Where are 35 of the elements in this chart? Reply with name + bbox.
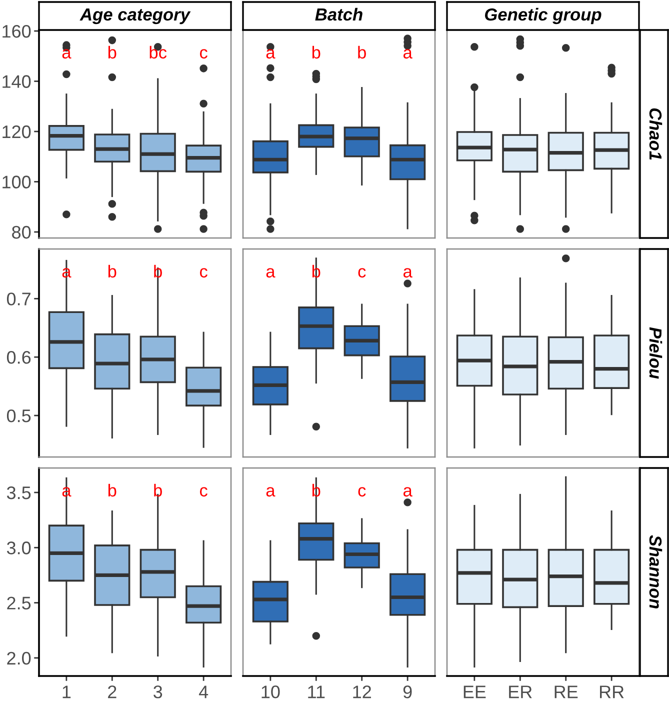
annotation: a xyxy=(403,487,412,497)
x-tick-label: 12 xyxy=(353,686,371,698)
x-tick-label: 10 xyxy=(262,686,280,698)
y-tick-label: 3.5 xyxy=(6,486,31,500)
y-tick-label: 0.5 xyxy=(6,409,31,422)
y-tick-label: 100 xyxy=(2,176,31,188)
annotation: a xyxy=(403,268,412,278)
chart-title: Batch xyxy=(315,8,362,21)
x-tick-label: RR xyxy=(600,686,624,698)
annotation: a xyxy=(266,487,276,497)
y-tick-label: 2.0 xyxy=(7,652,31,665)
annotation: a xyxy=(403,49,412,59)
y-axis-title: Chao1 xyxy=(649,108,662,160)
annotation: b xyxy=(358,46,366,59)
x-tick-label: RE xyxy=(554,686,578,698)
annotation: c xyxy=(358,487,366,497)
annotation: a xyxy=(266,268,276,278)
y-axis-title: Shannon xyxy=(649,535,662,608)
annotation: c xyxy=(358,268,366,278)
y-tick-label: 0.6 xyxy=(6,351,31,364)
y-tick-label: 3.0 xyxy=(6,542,31,554)
x-tick-label: EE xyxy=(464,686,486,698)
y-tick-label: 80 xyxy=(12,226,31,239)
y-axis-title: Pielou xyxy=(649,327,662,379)
x-tick-label: 9 xyxy=(403,686,412,698)
y-tick-label: 140 xyxy=(2,75,31,88)
chart-title: Genetic group xyxy=(485,8,602,24)
y-tick-label: 120 xyxy=(2,125,31,138)
y-tick-label: 2.5 xyxy=(7,596,31,610)
x-tick-label: ER xyxy=(509,686,532,698)
x-tick-label: 11 xyxy=(308,686,325,698)
annotation: a xyxy=(266,49,276,59)
y-tick-label: 0.7 xyxy=(6,292,30,306)
annotation: b xyxy=(312,46,320,59)
y-tick-label: 160 xyxy=(2,24,31,38)
